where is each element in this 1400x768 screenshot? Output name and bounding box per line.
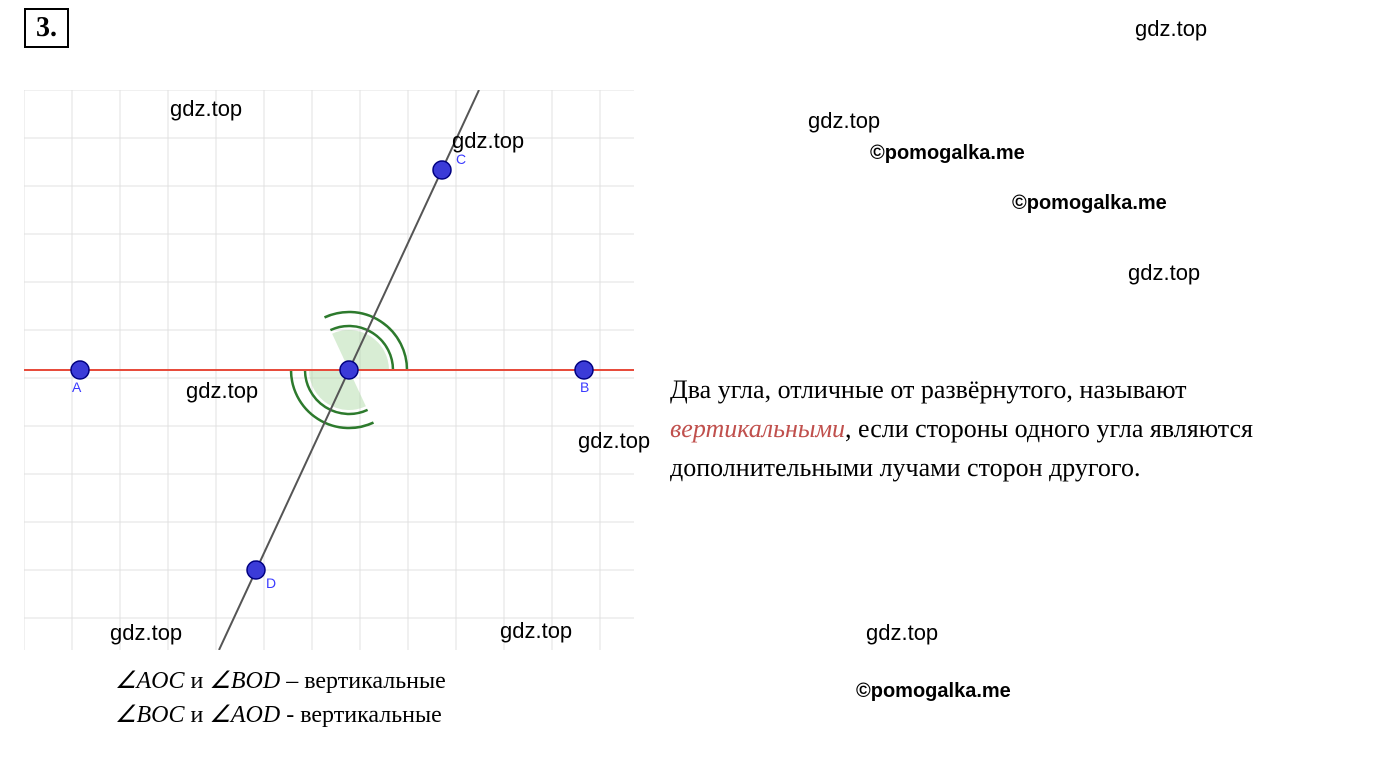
svg-text:D: D	[266, 575, 276, 591]
watermark-gdz: gdz.top	[170, 96, 242, 122]
definition-term: вертикальными	[670, 414, 845, 443]
angle-1b: ∠BOD	[209, 668, 280, 694]
watermark-pomogalka: ©pomogalka.me	[1012, 192, 1167, 215]
dash: -	[280, 702, 300, 728]
caption-block: ∠AOC и ∠BOD – вертикальные ∠BOC и ∠AOD -…	[115, 665, 446, 732]
angle-2a: ∠BOC	[115, 702, 185, 728]
geometry-diagram: ABCD	[24, 90, 634, 650]
watermark-gdz: gdz.top	[186, 378, 258, 404]
word: вертикальные	[304, 668, 446, 694]
watermark-gdz: gdz.top	[1128, 260, 1200, 286]
caption-line-1: ∠AOC и ∠BOD – вертикальные	[115, 665, 446, 699]
caption-line-2: ∠BOC и ∠AOD - вертикальные	[115, 699, 446, 733]
watermark-gdz: gdz.top	[500, 618, 572, 644]
angle-2b: ∠AOD	[209, 702, 280, 728]
watermark-pomogalka: ©pomogalka.me	[856, 680, 1011, 703]
conj: и	[185, 668, 210, 694]
watermark-gdz: gdz.top	[866, 620, 938, 646]
watermark-gdz: gdz.top	[808, 108, 880, 134]
definition-pre: Два угла, отличные от развёрнутого, назы…	[670, 375, 1187, 404]
svg-text:B: B	[580, 379, 589, 395]
definition-paragraph: Два угла, отличные от развёрнутого, назы…	[670, 370, 1350, 487]
svg-text:A: A	[72, 379, 82, 395]
watermark-gdz: gdz.top	[578, 428, 650, 454]
problem-number: 3.	[24, 8, 69, 48]
angle-1a: ∠AOC	[115, 668, 185, 694]
word: вертикальные	[300, 702, 442, 728]
watermark-pomogalka: ©pomogalka.me	[870, 142, 1025, 165]
diagram-svg: ABCD	[24, 90, 634, 650]
watermark-gdz: gdz.top	[452, 128, 524, 154]
dash: –	[280, 668, 304, 694]
watermark-gdz: gdz.top	[110, 620, 182, 646]
conj: и	[185, 702, 210, 728]
watermark-gdz: gdz.top	[1135, 16, 1207, 42]
